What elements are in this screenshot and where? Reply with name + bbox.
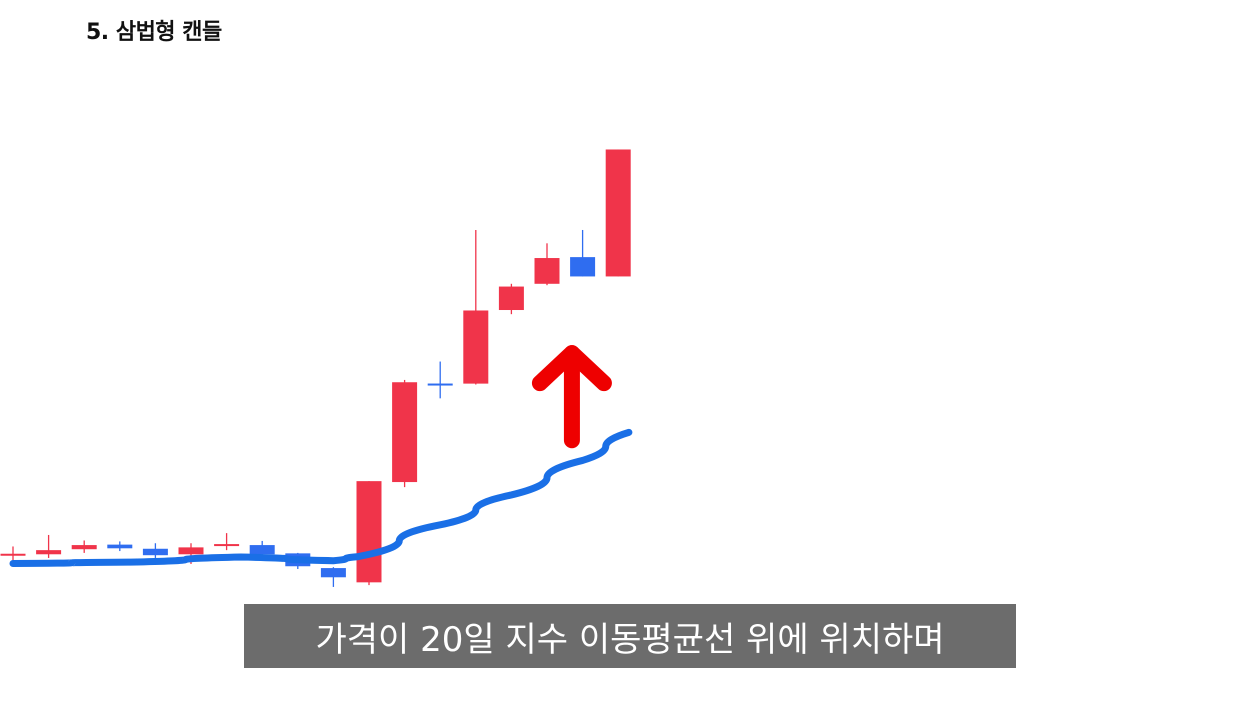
candle-body [605, 149, 631, 277]
wicks-layer [12, 149, 619, 587]
candle-body [71, 545, 97, 550]
caption-text: 가격이 20일 지수 이동평균선 위에 위치하며 [315, 619, 945, 660]
ema-layer [9, 428, 633, 567]
arrow-layer [531, 345, 612, 449]
candle-body [214, 544, 240, 547]
candle-body [427, 383, 453, 386]
candle-body [534, 258, 560, 284]
candle-body [498, 286, 524, 311]
candle-body [320, 568, 346, 578]
caption-box: 가격이 20일 지수 이동평균선 위에 위치하며 [244, 604, 1016, 668]
ema-20-line [9, 428, 633, 567]
candle-body [249, 545, 275, 555]
candle-body [463, 310, 489, 384]
candle-body [570, 257, 596, 277]
candle-body [392, 382, 418, 483]
bodies-layer [0, 149, 631, 583]
arrow-up-head [531, 345, 612, 392]
candle-body [178, 547, 204, 555]
candle-body [356, 481, 382, 583]
candle-body [142, 548, 168, 556]
candle-body [0, 553, 26, 556]
candle-body [36, 550, 62, 555]
page-title: 5. 삼법형 캔들 [86, 20, 222, 45]
candle-body [107, 544, 133, 549]
